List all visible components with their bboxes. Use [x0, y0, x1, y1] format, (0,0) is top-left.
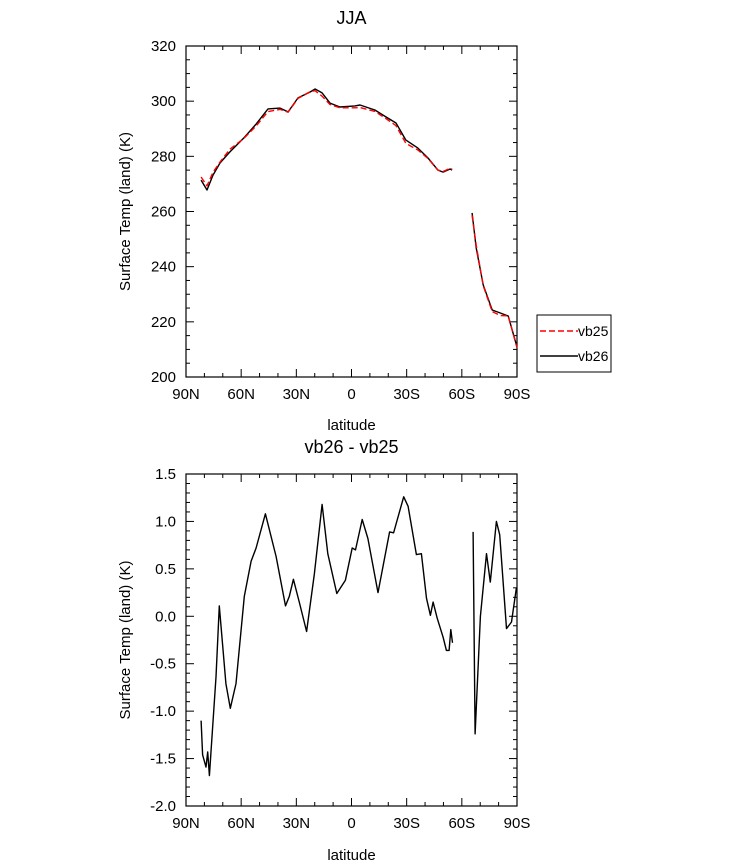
y-tick-label: 280 [151, 148, 176, 165]
panel-2: 90N 60N 30N 0 30S 60S 90S -2.0 -1.5 -1.0 -0.5 0.0 0.… [117, 437, 530, 864]
x-tick-label: 0 [347, 815, 355, 832]
plot-frame [185, 45, 518, 378]
x-axis-label: latitude [327, 417, 375, 434]
y-tick-label: -2.0 [150, 798, 176, 815]
series-line-vb26minusvb25 [200, 496, 518, 777]
legend-label-vb26: vb26 [578, 348, 609, 364]
chart-title: vb26 - vb25 [304, 437, 398, 457]
y-axis-label: Surface Temp (land) (K) [117, 561, 134, 720]
y-tick-label: 200 [151, 369, 176, 386]
y-tick-label: 0.0 [155, 608, 176, 625]
x-tick-label: 60N [227, 815, 255, 832]
panel-1: 90N 60N 30N 0 30S 60S 90S 200 220 240 260 280 300 320… [117, 8, 612, 434]
series-line-vb25 [200, 90, 518, 348]
legend: vb25 vb26 [536, 314, 612, 373]
y-tick-label: 0.5 [155, 561, 176, 578]
plot-frame [185, 473, 518, 807]
y-axis-label: Surface Temp (land) (K) [117, 132, 134, 291]
x-tick-label: 60S [448, 386, 475, 403]
y-tick-label: -0.5 [150, 656, 176, 673]
y-tick-label: 220 [151, 314, 176, 331]
y-tick-label: 1.0 [155, 513, 176, 530]
series-line-vb26 [200, 88, 518, 348]
x-tick-label: 0 [347, 386, 355, 403]
y-tick-label: 260 [151, 204, 176, 221]
x-tick-label: 30S [393, 386, 420, 403]
x-tick-label: 30N [283, 386, 311, 403]
chart-title: JJA [336, 8, 366, 28]
y-tick-label: 320 [151, 38, 176, 55]
legend-box [536, 314, 612, 373]
y-tick-label: 240 [151, 259, 176, 276]
y-tick-label: -1.0 [150, 703, 176, 720]
x-tick-label: 90N [172, 386, 200, 403]
x-tick-label: 90S [504, 815, 531, 832]
y-tick-label: 1.5 [155, 466, 176, 483]
legend-label-vb25: vb25 [578, 323, 609, 339]
x-tick-label: 60S [448, 815, 475, 832]
x-tick-label: 90S [504, 386, 531, 403]
y-tick-label: 300 [151, 93, 176, 110]
x-tick-label: 60N [227, 386, 255, 403]
y-tick-label: -1.5 [150, 751, 176, 768]
x-axis-label: latitude [327, 847, 375, 864]
x-tick-label: 30S [393, 815, 420, 832]
x-tick-label: 90N [172, 815, 200, 832]
x-tick-label: 30N [283, 815, 311, 832]
